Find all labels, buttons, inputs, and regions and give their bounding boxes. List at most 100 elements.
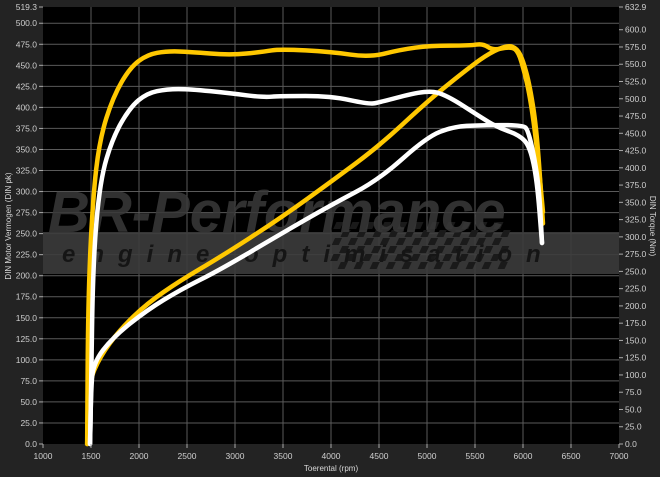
y-right-tick-label: 225.0	[625, 284, 647, 294]
checker-square	[474, 254, 485, 261]
y-right-tick-label: 525.0	[625, 77, 647, 87]
x-tick-label: 1000	[34, 451, 53, 461]
checker-square	[353, 262, 364, 269]
checker-square	[395, 238, 407, 245]
checker-square	[420, 230, 431, 237]
y-left-tick-label: 275.0	[16, 208, 38, 218]
checker-square	[397, 222, 408, 229]
checker-square	[346, 254, 357, 261]
y-right-tick-label: 0.0	[625, 439, 637, 449]
checker-square	[426, 254, 437, 261]
x-tick-label: 1500	[82, 451, 101, 461]
checker-square	[484, 230, 495, 237]
y-left-tick-label: 25.0	[20, 418, 37, 428]
y-right-tick-label: 600.0	[625, 25, 647, 35]
y-left-axis-label: DIN Motor Vermogen (DIN pk)	[4, 172, 13, 279]
checker-square	[340, 230, 351, 237]
checker-square	[436, 230, 447, 237]
checker-square	[499, 246, 510, 253]
checker-square	[385, 262, 396, 269]
y-left-tick-label: 75.0	[20, 376, 37, 386]
y-left-tick-label: 325.0	[16, 166, 38, 176]
checker-square	[330, 254, 341, 261]
checker-square	[443, 238, 455, 245]
y-right-tick-label: 550.0	[625, 59, 647, 69]
checker-square	[481, 262, 492, 269]
x-tick-label: 5000	[418, 451, 437, 461]
series-group	[84, 42, 546, 447]
checker-square	[483, 246, 494, 253]
y-right-tick-label: 475.0	[625, 111, 647, 121]
checker-square	[404, 230, 415, 237]
y-right-tick-label: 325.0	[625, 215, 647, 225]
checker-square	[365, 222, 376, 229]
checker-square	[435, 246, 446, 253]
y-right-tick-label: 350.0	[625, 197, 647, 207]
checker-square	[433, 262, 444, 269]
checker-square	[331, 238, 343, 245]
watermark-tagline: engine optimisation	[62, 241, 555, 268]
checker-square	[411, 238, 423, 245]
checker-square	[445, 222, 456, 229]
checker-square	[467, 246, 478, 253]
checker-square	[451, 246, 462, 253]
x-tick-label: 2000	[130, 451, 149, 461]
y-right-tick-label: 175.0	[625, 318, 647, 328]
checker-square	[394, 254, 405, 261]
checkered-flag-icon	[330, 222, 511, 269]
x-tick-label: 7000	[610, 451, 629, 461]
checker-square	[401, 262, 412, 269]
checker-square	[427, 238, 439, 245]
checker-square	[497, 262, 508, 269]
checker-square	[468, 230, 479, 237]
y-right-tick-label: 450.0	[625, 128, 647, 138]
checker-square	[362, 254, 373, 261]
watermark-band	[43, 232, 619, 274]
checker-square	[378, 254, 389, 261]
series-line-white-power	[87, 122, 545, 447]
x-tick-label: 5500	[466, 451, 485, 461]
x-tick-label: 4500	[370, 451, 389, 461]
y-right-axis-label: DIN Torque (Nm)	[648, 196, 657, 257]
checker-square	[356, 230, 367, 237]
checker-square	[500, 230, 511, 237]
checker-square	[379, 238, 391, 245]
checker-square	[372, 230, 383, 237]
y-right-tick-label: 632.9	[625, 2, 647, 12]
checker-square	[339, 246, 350, 253]
y-right-tick-label: 575.0	[625, 42, 647, 52]
y-right-tick-label: 100.0	[625, 370, 647, 380]
checker-square	[337, 262, 348, 269]
y-left-tick-label: 175.0	[16, 292, 38, 302]
y-right-tick-label: 200.0	[625, 301, 647, 311]
checker-square	[363, 238, 375, 245]
checker-square	[417, 262, 428, 269]
y-left-tick-label: 475.0	[16, 39, 38, 49]
y-right-tick-label: 425.0	[625, 146, 647, 156]
checker-square	[355, 246, 366, 253]
y-left-tick-label: 150.0	[16, 313, 38, 323]
checker-square	[491, 238, 503, 245]
y-left-tick-label: 250.0	[16, 229, 38, 239]
checker-square	[458, 254, 469, 261]
checker-square	[349, 222, 360, 229]
checker-square	[442, 254, 453, 261]
y-left-tick-label: 200.0	[16, 271, 38, 281]
checker-square	[381, 222, 392, 229]
series-line-yellow-power	[84, 44, 546, 447]
checker-square	[413, 222, 424, 229]
checker-square	[333, 222, 344, 229]
x-tick-label: 4000	[322, 451, 341, 461]
y-left-tick-label: 100.0	[16, 355, 38, 365]
y-left-tick-label: 125.0	[16, 334, 38, 344]
checker-square	[369, 262, 380, 269]
y-right-tick-label: 125.0	[625, 353, 647, 363]
y-left-tick-label: 300.0	[16, 187, 38, 197]
y-right-tick-label: 300.0	[625, 232, 647, 242]
y-left-tick-label: 375.0	[16, 123, 38, 133]
checker-square	[465, 262, 476, 269]
x-tick-label: 3500	[274, 451, 293, 461]
y-left-tick-label: 450.0	[16, 60, 38, 70]
